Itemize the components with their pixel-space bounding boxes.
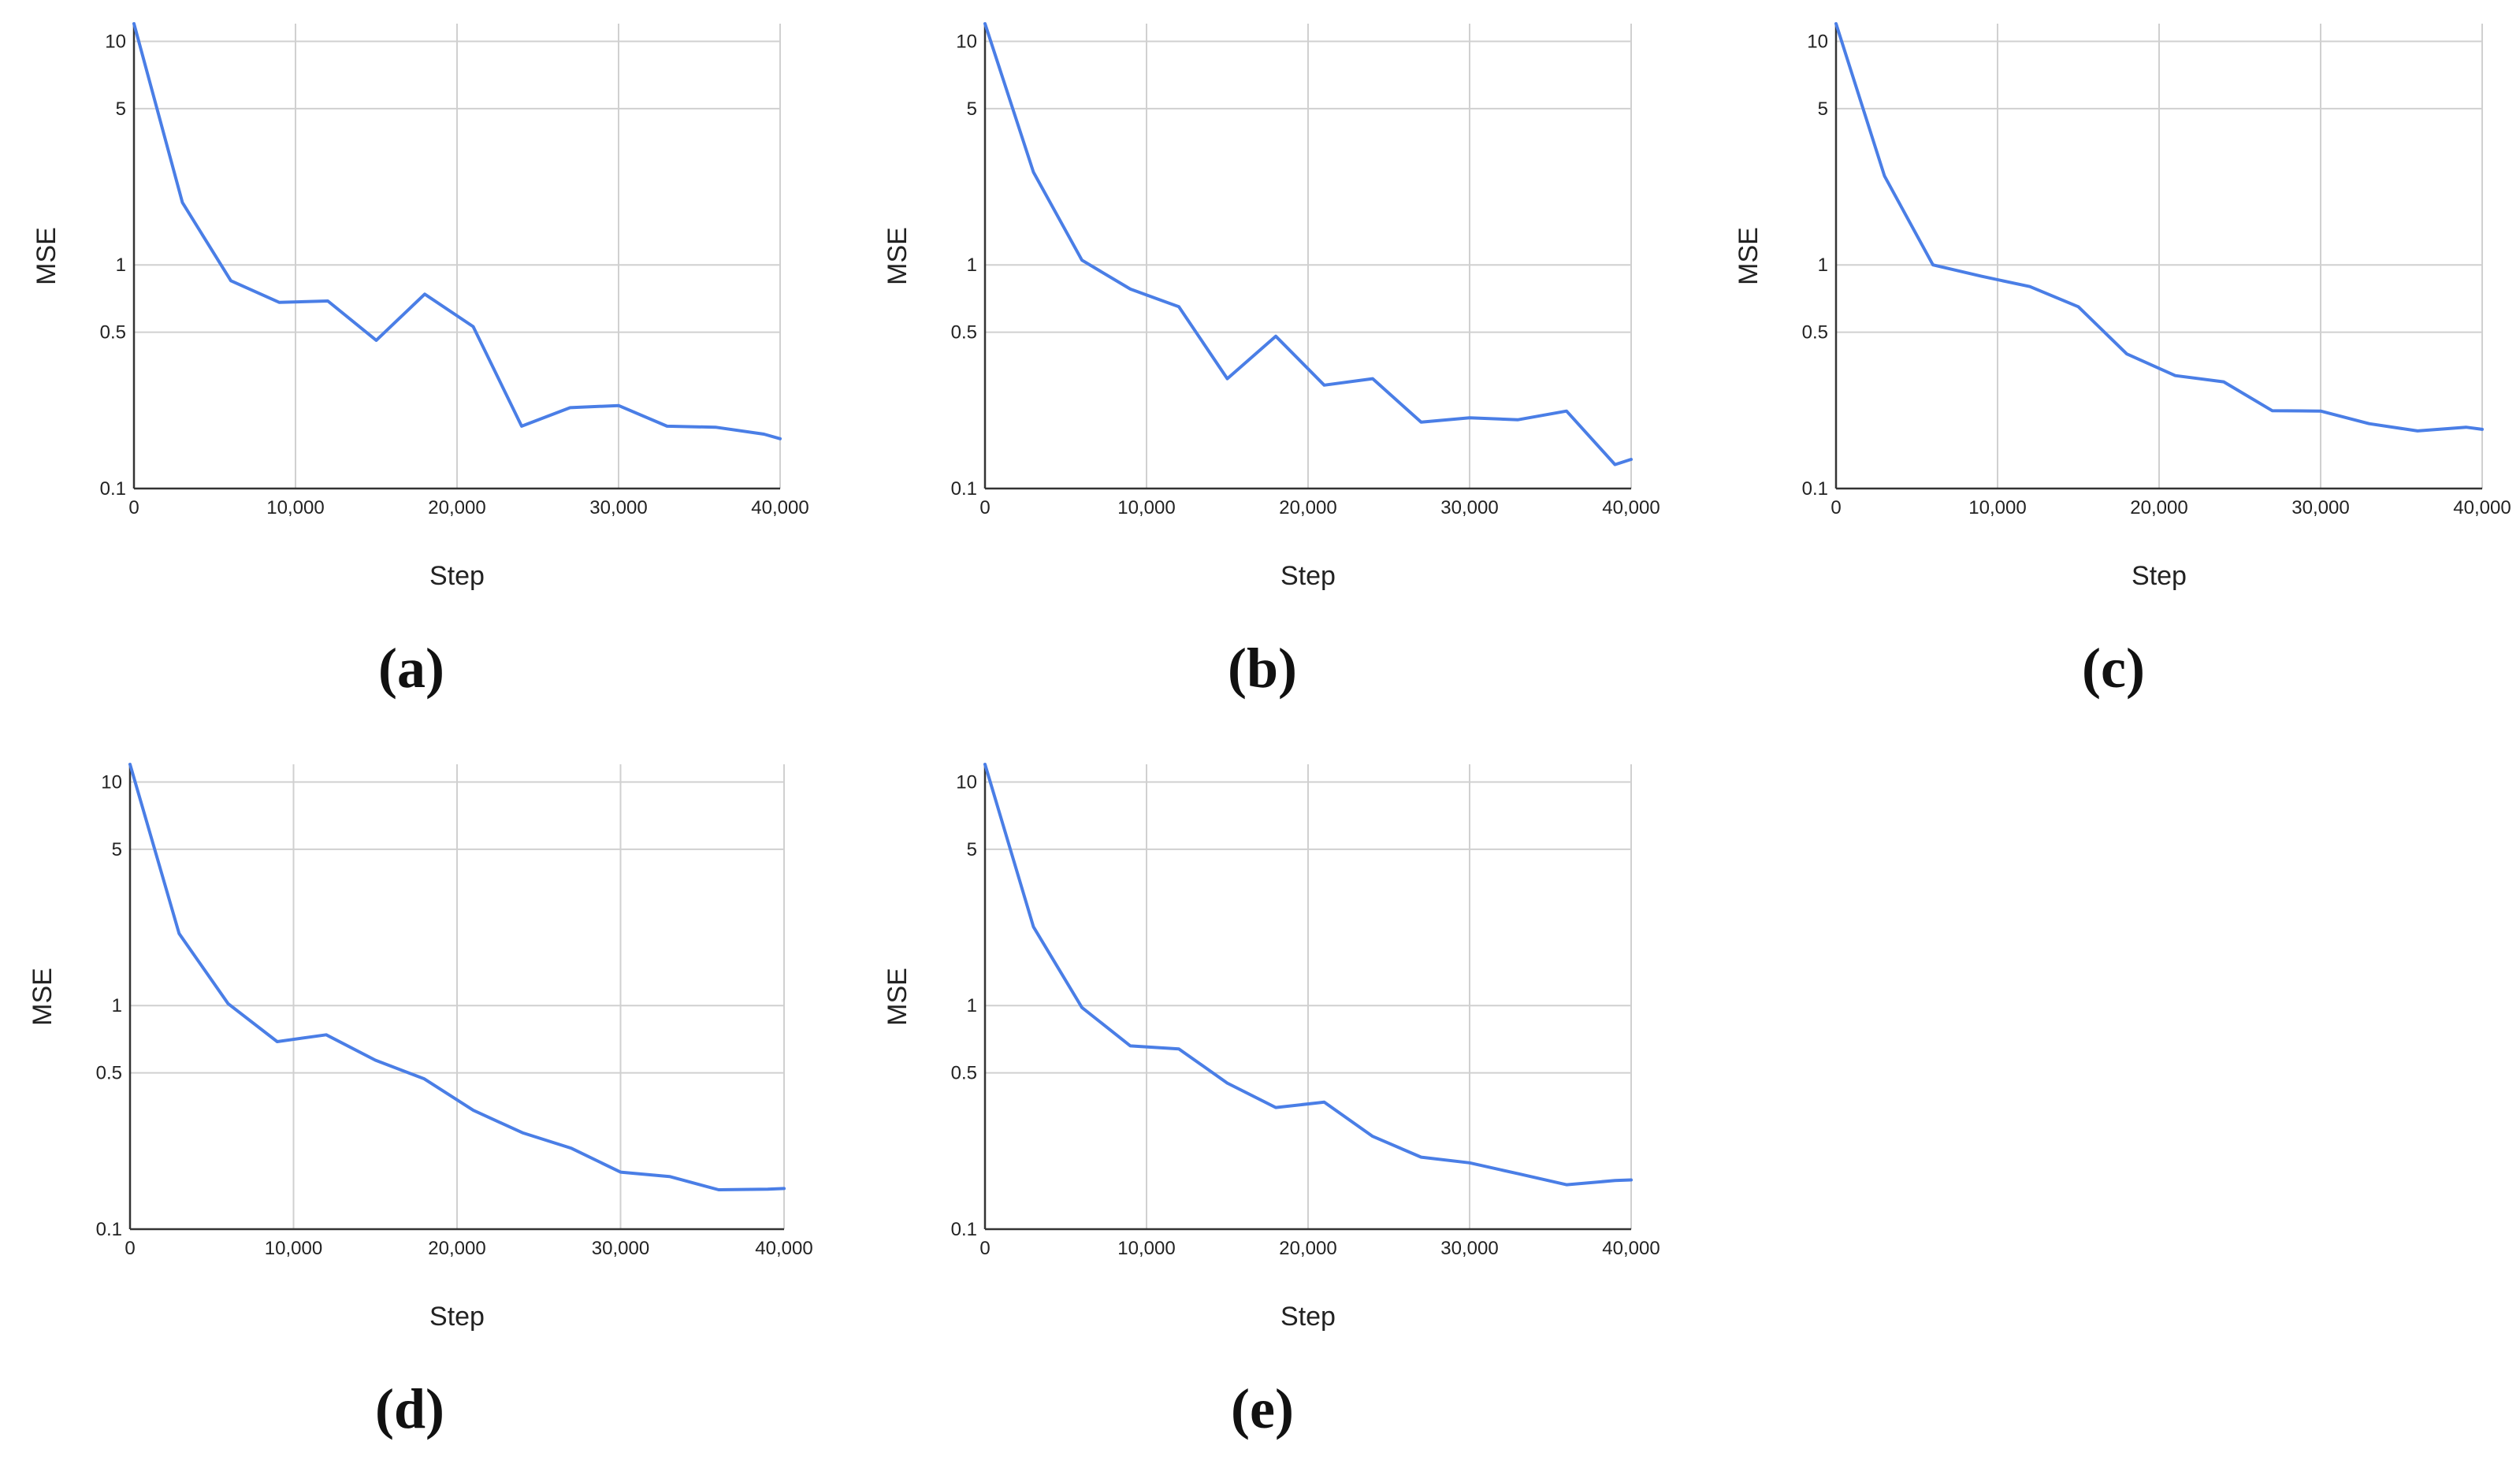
y-tick-label: 0.5	[951, 322, 977, 344]
x-tick-label: 20,000	[428, 1238, 485, 1259]
x-axis-title: Step	[429, 561, 485, 591]
y-tick-label: 1	[116, 255, 126, 276]
x-tick-label: 0	[128, 497, 139, 518]
x-tick-label: 10,000	[265, 1238, 322, 1259]
x-tick-label: 40,000	[1602, 497, 1660, 518]
chart-panel-3: 0.1 0.5 1 5 10 0 10,000 20,000 30,000 40,000 Step M…	[1734, 22, 2511, 591]
chart-panel-5: 0.1 0.5 1 5 10 0 10,000 20,000 30,000 40,000 Step M…	[883, 763, 1660, 1332]
panel-caption: (a)	[378, 637, 444, 700]
series-line	[983, 763, 1633, 1187]
y-tick-label: 0.1	[96, 1219, 122, 1240]
x-tick-label: 30,000	[1440, 497, 1498, 518]
y-tick-label: 1	[1818, 255, 1828, 276]
chart-panel-2: 0.1 0.5 1 5 10 0 10,000 20,000 30,000 40,000 Step M…	[883, 22, 1660, 591]
y-axis-title: MSE	[883, 968, 912, 1026]
y-tick-label: 0.1	[951, 478, 977, 500]
x-tick-label: 0	[125, 1238, 135, 1259]
y-axis-title: MSE	[32, 227, 61, 285]
series-line	[1834, 22, 2484, 433]
chart-panel-1: 0.1 0.5 1 5 10 0 10,000 20,000 30,000 40,000 Step M…	[32, 22, 809, 591]
y-tick-label: 5	[967, 98, 977, 120]
x-tick-label: 20,000	[2130, 497, 2187, 518]
y-tick-label: 10	[956, 771, 977, 793]
x-tick-label: 0	[1831, 497, 1841, 518]
x-tick-label: 10,000	[1117, 497, 1175, 518]
x-tick-label: 30,000	[592, 1238, 649, 1259]
chart-panel-4: 0.1 0.5 1 5 10 0 10,000 20,000 30,000 40,000 Step M…	[28, 763, 813, 1332]
y-tick-label: 0.1	[100, 478, 126, 500]
x-tick-label: 10,000	[1968, 497, 2026, 518]
x-tick-label: 40,000	[2453, 497, 2511, 518]
x-tick-label: 10,000	[266, 497, 324, 518]
x-tick-label: 40,000	[751, 497, 808, 518]
y-tick-label: 10	[101, 771, 122, 793]
panel-caption: (b)	[1228, 637, 1297, 700]
y-tick-label: 1	[112, 995, 122, 1016]
x-tick-label: 20,000	[1279, 497, 1336, 518]
x-tick-label: 30,000	[1440, 1238, 1498, 1259]
y-tick-label: 5	[112, 839, 122, 860]
x-tick-label: 40,000	[755, 1238, 812, 1259]
y-axis-title: MSE	[28, 968, 58, 1026]
series-line	[983, 22, 1633, 466]
y-tick-label: 0.5	[951, 1063, 977, 1084]
x-tick-label: 30,000	[589, 497, 647, 518]
x-tick-label: 0	[979, 1238, 990, 1259]
y-tick-label: 1	[967, 995, 977, 1016]
x-tick-label: 10,000	[1117, 1238, 1175, 1259]
y-tick-label: 0.5	[96, 1063, 122, 1084]
x-axis-title: Step	[1280, 1302, 1336, 1332]
panel-caption: (c)	[2082, 637, 2145, 700]
y-tick-label: 5	[1818, 98, 1828, 120]
y-tick-label: 10	[956, 31, 977, 52]
x-tick-label: 30,000	[2291, 497, 2349, 518]
series-line	[132, 22, 782, 440]
y-tick-label: 0.1	[1802, 478, 1828, 500]
panel-caption: (e)	[1231, 1377, 1294, 1440]
panel-caption: (d)	[375, 1377, 444, 1440]
y-tick-label: 10	[1807, 31, 1828, 52]
y-tick-label: 10	[105, 31, 126, 52]
y-tick-label: 5	[967, 839, 977, 860]
x-tick-label: 40,000	[1602, 1238, 1660, 1259]
y-tick-label: 0.5	[100, 322, 126, 344]
y-tick-label: 5	[116, 98, 126, 120]
x-tick-label: 20,000	[1279, 1238, 1336, 1259]
y-tick-label: 1	[967, 255, 977, 276]
x-tick-label: 20,000	[428, 497, 485, 518]
y-axis-title: MSE	[883, 227, 912, 285]
y-tick-label: 0.5	[1802, 322, 1828, 344]
y-axis-title: MSE	[1734, 227, 1764, 285]
series-line	[128, 763, 786, 1191]
x-tick-label: 0	[979, 497, 990, 518]
y-tick-label: 0.1	[951, 1219, 977, 1240]
x-axis-title: Step	[1280, 561, 1336, 591]
x-axis-title: Step	[2132, 561, 2187, 591]
x-axis-title: Step	[429, 1302, 485, 1332]
